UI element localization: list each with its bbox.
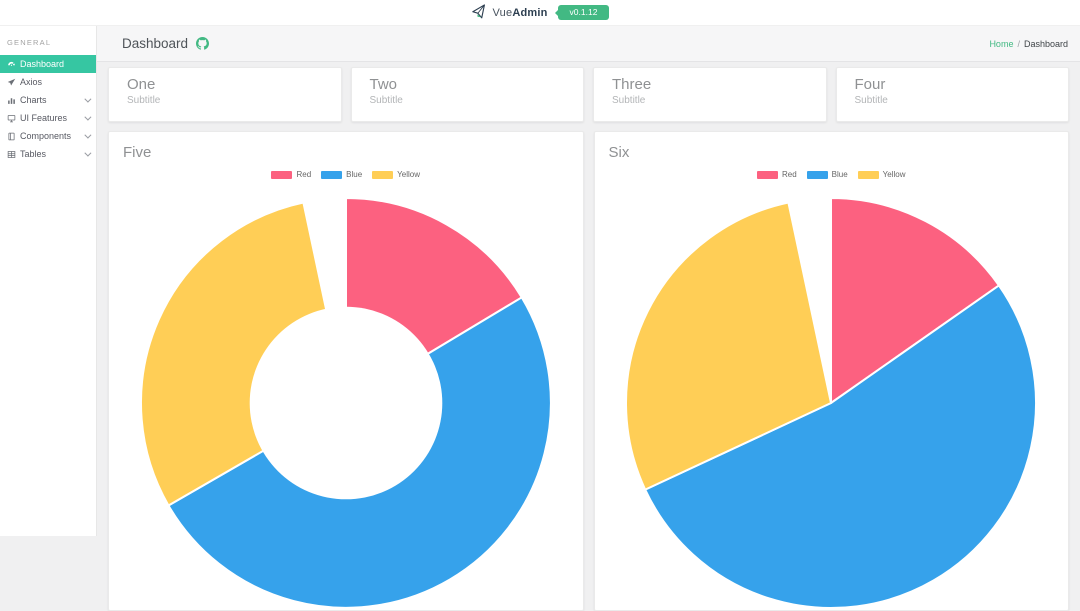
sidebar-item-label: Charts bbox=[20, 95, 47, 105]
book-icon bbox=[7, 132, 20, 141]
legend-swatch-red bbox=[757, 171, 778, 179]
stat-card-subtitle: Subtitle bbox=[612, 95, 826, 106]
legend-item-blue[interactable]: Blue bbox=[321, 170, 362, 179]
legend-label: Blue bbox=[346, 170, 362, 179]
stat-card-title: Four bbox=[855, 76, 1069, 93]
charts-row: Five Red Blue Yellow bbox=[108, 131, 1069, 611]
legend-swatch-blue bbox=[807, 171, 828, 179]
app-header: VueAdmin v0.1.12 bbox=[0, 0, 1080, 26]
sidebar-section-label: GENERAL bbox=[0, 26, 96, 55]
legend-item-red[interactable]: Red bbox=[271, 170, 311, 179]
sidebar-item-label: Components bbox=[20, 131, 71, 141]
sidebar-item-label: UI Features bbox=[20, 113, 67, 123]
pie-chart-six[interactable] bbox=[611, 183, 1051, 611]
sidebar-item-label: Dashboard bbox=[20, 59, 64, 69]
breadcrumb-current: Dashboard bbox=[1024, 39, 1068, 49]
sidebar-item-ui-features[interactable]: UI Features bbox=[0, 109, 96, 127]
stat-card-three: Three Subtitle bbox=[593, 67, 827, 122]
legend-swatch-blue bbox=[321, 171, 342, 179]
legend-label: Yellow bbox=[883, 170, 906, 179]
chart-title: Six bbox=[595, 144, 1069, 161]
legend-swatch-yellow bbox=[858, 171, 879, 179]
chart-legend: Red Blue Yellow bbox=[109, 170, 583, 179]
stat-card-title: Three bbox=[612, 76, 826, 93]
gauge-icon bbox=[7, 60, 20, 69]
stat-card-title: Two bbox=[370, 76, 584, 93]
github-icon[interactable] bbox=[196, 37, 209, 50]
breadcrumb-home-link[interactable]: Home bbox=[989, 39, 1013, 49]
sidebar-item-axios[interactable]: Axios bbox=[0, 73, 96, 91]
chart-title: Five bbox=[109, 144, 583, 161]
doughnut-chart-five[interactable] bbox=[126, 183, 566, 611]
table-icon bbox=[7, 150, 20, 159]
paper-plane-icon bbox=[7, 78, 20, 87]
main-area: Dashboard Home / Dashboard One Subtitle … bbox=[97, 26, 1080, 536]
page-title: Dashboard bbox=[122, 36, 188, 51]
legend-label: Red bbox=[782, 170, 797, 179]
chevron-down-icon bbox=[84, 131, 91, 138]
stat-card-subtitle: Subtitle bbox=[855, 95, 1069, 106]
stat-card-subtitle: Subtitle bbox=[370, 95, 584, 106]
stat-card-subtitle: Subtitle bbox=[127, 95, 341, 106]
stat-card-four: Four Subtitle bbox=[836, 67, 1070, 122]
chevron-down-icon bbox=[84, 95, 91, 102]
content: One Subtitle Two Subtitle Three Subtitle… bbox=[97, 62, 1080, 611]
breadcrumb-separator: / bbox=[1017, 39, 1020, 49]
stat-card-one: One Subtitle bbox=[108, 67, 342, 122]
sidebar-item-dashboard[interactable]: Dashboard bbox=[0, 55, 96, 73]
breadcrumb: Home / Dashboard bbox=[989, 39, 1068, 49]
sidebar-item-charts[interactable]: Charts bbox=[0, 91, 96, 109]
legend-label: Blue bbox=[832, 170, 848, 179]
chevron-down-icon bbox=[84, 113, 91, 120]
stat-card-two: Two Subtitle bbox=[351, 67, 585, 122]
legend-label: Yellow bbox=[397, 170, 420, 179]
monitor-icon bbox=[7, 114, 20, 123]
brand-text: VueAdmin bbox=[493, 7, 548, 19]
legend-item-yellow[interactable]: Yellow bbox=[372, 170, 420, 179]
toolbar: Dashboard Home / Dashboard bbox=[97, 26, 1080, 62]
legend-item-blue[interactable]: Blue bbox=[807, 170, 848, 179]
legend-item-red[interactable]: Red bbox=[757, 170, 797, 179]
sidebar-item-label: Tables bbox=[20, 149, 46, 159]
sidebar: GENERAL Dashboard Axios Charts UI Featur… bbox=[0, 26, 97, 536]
legend-item-yellow[interactable]: Yellow bbox=[858, 170, 906, 179]
chart-legend: Red Blue Yellow bbox=[595, 170, 1069, 179]
legend-swatch-yellow bbox=[372, 171, 393, 179]
doughnut-hole bbox=[249, 307, 442, 500]
version-badge: v0.1.12 bbox=[558, 5, 610, 20]
stats-row: One Subtitle Two Subtitle Three Subtitle… bbox=[108, 67, 1069, 122]
vue-logo-icon bbox=[471, 4, 488, 21]
legend-swatch-red bbox=[271, 171, 292, 179]
brand-logo[interactable]: VueAdmin bbox=[471, 4, 548, 21]
sidebar-item-tables[interactable]: Tables bbox=[0, 145, 96, 163]
bar-chart-icon bbox=[7, 96, 20, 105]
sidebar-item-label: Axios bbox=[20, 77, 42, 87]
chart-card-six: Six Red Blue Yellow bbox=[594, 131, 1070, 611]
chevron-down-icon bbox=[84, 149, 91, 156]
legend-label: Red bbox=[296, 170, 311, 179]
sidebar-item-components[interactable]: Components bbox=[0, 127, 96, 145]
stat-card-title: One bbox=[127, 76, 341, 93]
chart-card-five: Five Red Blue Yellow bbox=[108, 131, 584, 611]
